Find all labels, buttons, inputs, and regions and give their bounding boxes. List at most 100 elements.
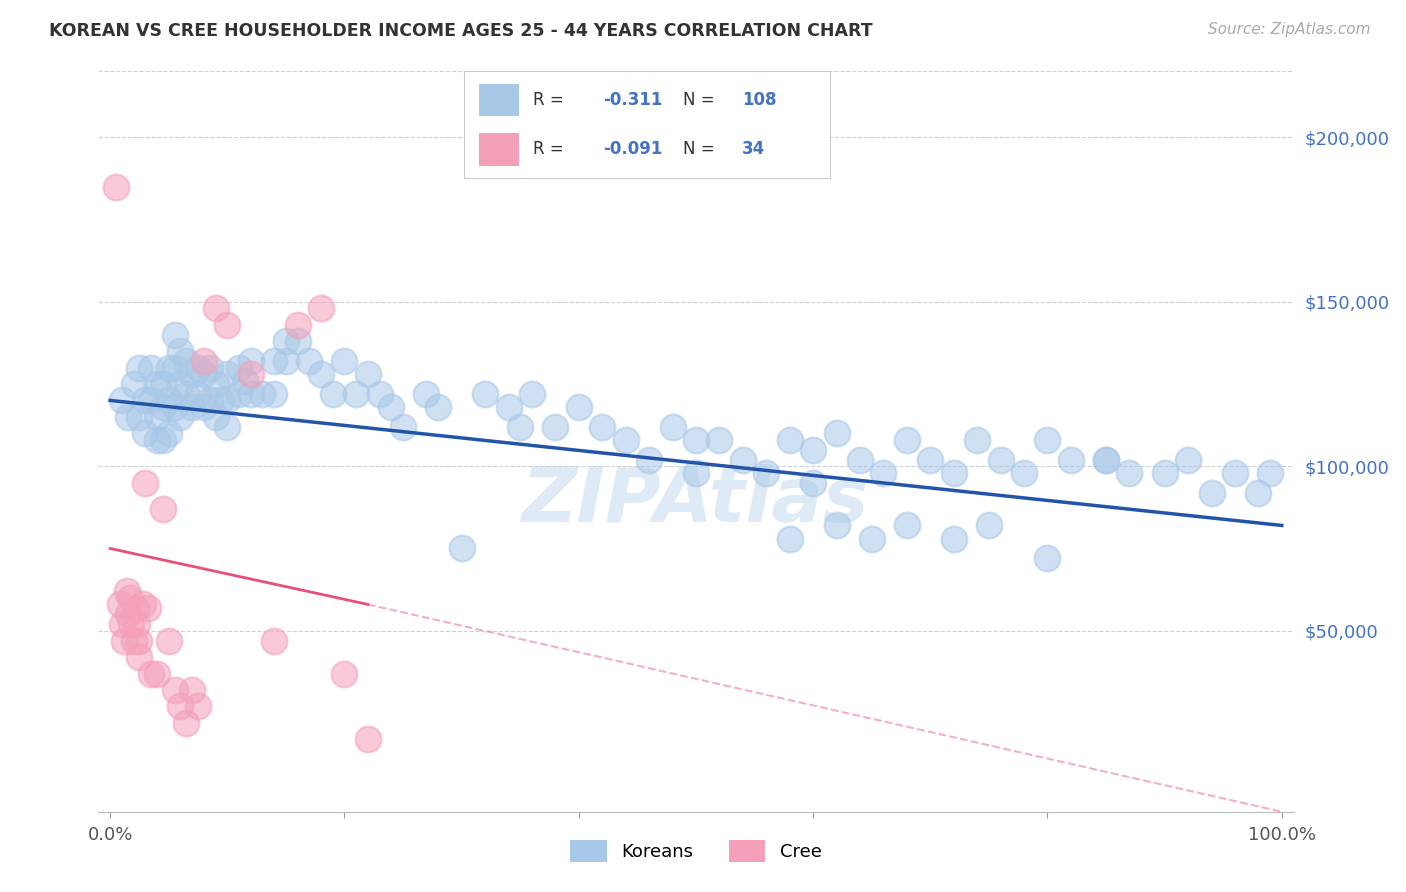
Point bbox=[380, 400, 402, 414]
Point bbox=[333, 354, 356, 368]
Point bbox=[108, 598, 131, 612]
Point bbox=[134, 426, 156, 441]
Point bbox=[801, 442, 824, 457]
Point bbox=[1095, 452, 1118, 467]
Point bbox=[357, 732, 380, 747]
Point bbox=[450, 541, 472, 556]
Point bbox=[638, 452, 661, 467]
Point bbox=[211, 393, 233, 408]
Point bbox=[132, 598, 155, 612]
Point bbox=[474, 387, 496, 401]
Point bbox=[709, 433, 731, 447]
Point bbox=[136, 600, 159, 615]
Point bbox=[134, 475, 156, 490]
Point bbox=[193, 354, 215, 368]
Text: N =: N = bbox=[683, 91, 714, 109]
Point bbox=[141, 360, 163, 375]
Point bbox=[239, 354, 262, 368]
Point bbox=[427, 400, 450, 414]
Point bbox=[120, 617, 142, 632]
Point bbox=[333, 666, 356, 681]
Point bbox=[169, 344, 191, 359]
Text: KOREAN VS CREE HOUSEHOLDER INCOME AGES 25 - 44 YEARS CORRELATION CHART: KOREAN VS CREE HOUSEHOLDER INCOME AGES 2… bbox=[49, 22, 873, 40]
Point bbox=[990, 452, 1012, 467]
Point bbox=[152, 502, 174, 516]
Point bbox=[122, 633, 145, 648]
Point bbox=[163, 327, 186, 342]
Point bbox=[298, 354, 321, 368]
Point bbox=[801, 475, 824, 490]
Point bbox=[204, 376, 226, 391]
Point bbox=[127, 617, 149, 632]
Point bbox=[896, 433, 918, 447]
Point bbox=[1095, 452, 1118, 467]
Point bbox=[146, 376, 169, 391]
Point bbox=[181, 683, 204, 698]
Point bbox=[228, 360, 250, 375]
Point bbox=[1153, 466, 1175, 480]
Point bbox=[117, 409, 139, 424]
Text: N =: N = bbox=[683, 141, 714, 159]
Point bbox=[146, 409, 169, 424]
Point bbox=[685, 433, 707, 447]
Point bbox=[157, 633, 180, 648]
Point bbox=[263, 387, 285, 401]
Point bbox=[152, 400, 174, 414]
Point bbox=[287, 334, 309, 348]
Text: ZIPAtlas: ZIPAtlas bbox=[522, 464, 870, 538]
Point bbox=[217, 367, 239, 381]
Point bbox=[181, 400, 204, 414]
Point bbox=[1177, 452, 1199, 467]
Point bbox=[966, 433, 988, 447]
Point bbox=[146, 666, 169, 681]
Point bbox=[181, 367, 204, 381]
Point bbox=[1060, 452, 1083, 467]
Point bbox=[322, 387, 344, 401]
Point bbox=[309, 301, 332, 316]
Point bbox=[111, 617, 134, 632]
Legend: Koreans, Cree: Koreans, Cree bbox=[564, 833, 828, 870]
Point bbox=[731, 452, 754, 467]
Point bbox=[1012, 466, 1035, 480]
Point bbox=[568, 400, 591, 414]
Point bbox=[146, 433, 169, 447]
Point bbox=[134, 393, 156, 408]
Point bbox=[779, 532, 801, 546]
Point bbox=[263, 354, 285, 368]
Point bbox=[357, 367, 380, 381]
Point bbox=[174, 354, 197, 368]
Point bbox=[509, 419, 531, 434]
Text: R =: R = bbox=[533, 91, 564, 109]
Point bbox=[174, 387, 197, 401]
Point bbox=[163, 683, 186, 698]
Point bbox=[193, 367, 215, 381]
Point bbox=[860, 532, 883, 546]
Point bbox=[252, 387, 274, 401]
Point bbox=[1036, 551, 1059, 566]
Point bbox=[115, 584, 138, 599]
Bar bbox=[478, 84, 519, 116]
Text: -0.311: -0.311 bbox=[603, 91, 662, 109]
Point bbox=[193, 400, 215, 414]
Point bbox=[287, 318, 309, 332]
Point bbox=[274, 334, 297, 348]
Text: 108: 108 bbox=[742, 91, 776, 109]
Point bbox=[152, 433, 174, 447]
Point bbox=[187, 360, 209, 375]
Point bbox=[141, 393, 163, 408]
Point bbox=[152, 376, 174, 391]
Point bbox=[217, 393, 239, 408]
Text: R =: R = bbox=[533, 141, 564, 159]
Point bbox=[198, 360, 221, 375]
Point bbox=[169, 409, 191, 424]
Point bbox=[128, 360, 150, 375]
Point bbox=[755, 466, 778, 480]
Point bbox=[117, 607, 139, 622]
Point bbox=[896, 518, 918, 533]
Point bbox=[125, 600, 148, 615]
Point bbox=[520, 387, 543, 401]
Point bbox=[120, 591, 141, 605]
Point bbox=[217, 318, 239, 332]
Point bbox=[498, 400, 520, 414]
Point bbox=[415, 387, 437, 401]
